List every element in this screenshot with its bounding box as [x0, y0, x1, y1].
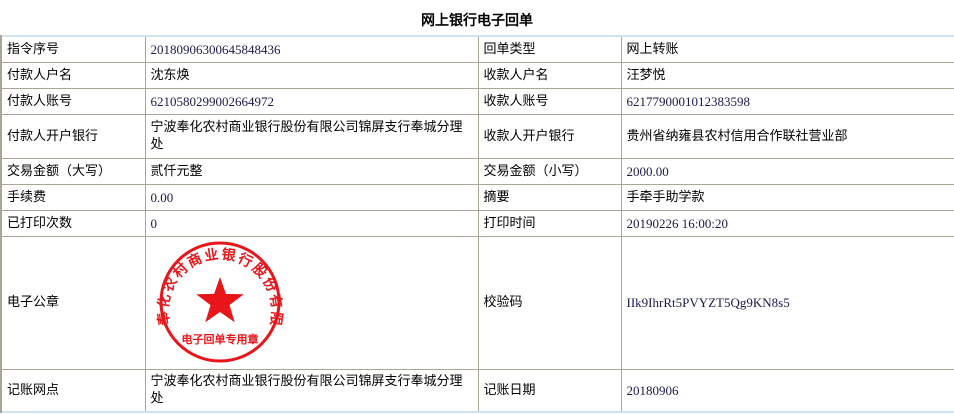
label-posting-branch: 记账网点	[0, 368, 146, 413]
label-seal: 电子公章	[0, 235, 146, 370]
value-receipt-type: 网上转账	[620, 35, 954, 63]
value-print-time: 20190226 16:00:20	[620, 209, 954, 237]
table-row: 手续费 0.00 摘要 手牵手助学款	[0, 183, 954, 211]
seal-bottom-text: 电子回单专用章	[181, 332, 258, 346]
label-amount-figures: 交易金额（小写）	[477, 157, 622, 185]
table-row: 已打印次数 0 打印时间 20190226 16:00:20	[0, 209, 954, 237]
label-payer-account: 付款人账号	[0, 87, 146, 115]
star-icon	[195, 276, 244, 322]
label-amount-words: 交易金额（大写）	[0, 157, 146, 185]
receipt-table: 指令序号 20180906300645848436 回单类型 网上转账 付款人户…	[0, 35, 954, 413]
label-instruction-no: 指令序号	[0, 35, 146, 63]
table-row: 指令序号 20180906300645848436 回单类型 网上转账	[0, 35, 954, 63]
label-payer-name: 付款人户名	[0, 61, 146, 89]
value-posting-branch: 宁波奉化农村商业银行股份有限公司锦屏支行奉城分理处	[144, 368, 479, 413]
seal-ring	[159, 241, 280, 362]
value-amount-figures: 2000.00	[620, 157, 954, 185]
value-payer-account: 6210580299002664972	[144, 87, 479, 115]
label-payer-bank: 付款人开户银行	[0, 113, 146, 159]
label-payee-bank: 收款人开户银行	[477, 113, 622, 159]
table-row: 付款人开户银行 宁波奉化农村商业银行股份有限公司锦屏支行奉城分理处 收款人开户银…	[0, 113, 954, 159]
label-print-time: 打印时间	[477, 209, 622, 237]
value-payee-account: 6217790001012383598	[620, 87, 954, 115]
value-payee-bank: 贵州省纳雍县农村信用合作联社营业部	[620, 113, 954, 159]
value-print-count: 0	[144, 209, 479, 237]
label-fee: 手续费	[0, 183, 146, 211]
official-seal: 宁波奉化农村商业银行股份有限公司 电子回单专用章	[150, 237, 285, 362]
value-payer-name: 沈东焕	[144, 61, 479, 89]
value-memo: 手牵手助学款	[620, 183, 954, 211]
value-checksum: IIk9IhrRt5PVYZT5Qg9KN8s5	[620, 235, 954, 370]
table-row: 付款人户名 沈东焕 收款人户名 汪梦悦	[0, 61, 954, 89]
label-print-count: 已打印次数	[0, 209, 146, 237]
value-fee: 0.00	[144, 183, 479, 211]
label-payee-name: 收款人户名	[477, 61, 622, 89]
value-seal: 宁波奉化农村商业银行股份有限公司 电子回单专用章	[144, 235, 479, 370]
value-amount-words: 贰仟元整	[144, 157, 479, 185]
value-instruction-no: 20180906300645848436	[144, 35, 479, 63]
label-payee-account: 收款人账号	[477, 87, 622, 115]
label-memo: 摘要	[477, 183, 622, 211]
label-receipt-type: 回单类型	[477, 35, 622, 63]
table-row: 记账网点 宁波奉化农村商业银行股份有限公司锦屏支行奉城分理处 记账日期 2018…	[0, 368, 954, 413]
table-row: 交易金额（大写） 贰仟元整 交易金额（小写） 2000.00	[0, 157, 954, 185]
value-payer-bank: 宁波奉化农村商业银行股份有限公司锦屏支行奉城分理处	[144, 113, 479, 159]
value-payee-name: 汪梦悦	[620, 61, 954, 89]
label-checksum: 校验码	[477, 235, 622, 370]
page-title: 网上银行电子回单	[421, 13, 533, 29]
table-row: 电子公章 宁波奉化农村商业银行股份有限公司 电子回单专用章 校验码 IIk9Ih…	[0, 235, 954, 370]
value-posting-date: 20180906	[620, 368, 954, 413]
label-posting-date: 记账日期	[477, 368, 622, 413]
table-row: 付款人账号 6210580299002664972 收款人账号 62177900…	[0, 87, 954, 115]
